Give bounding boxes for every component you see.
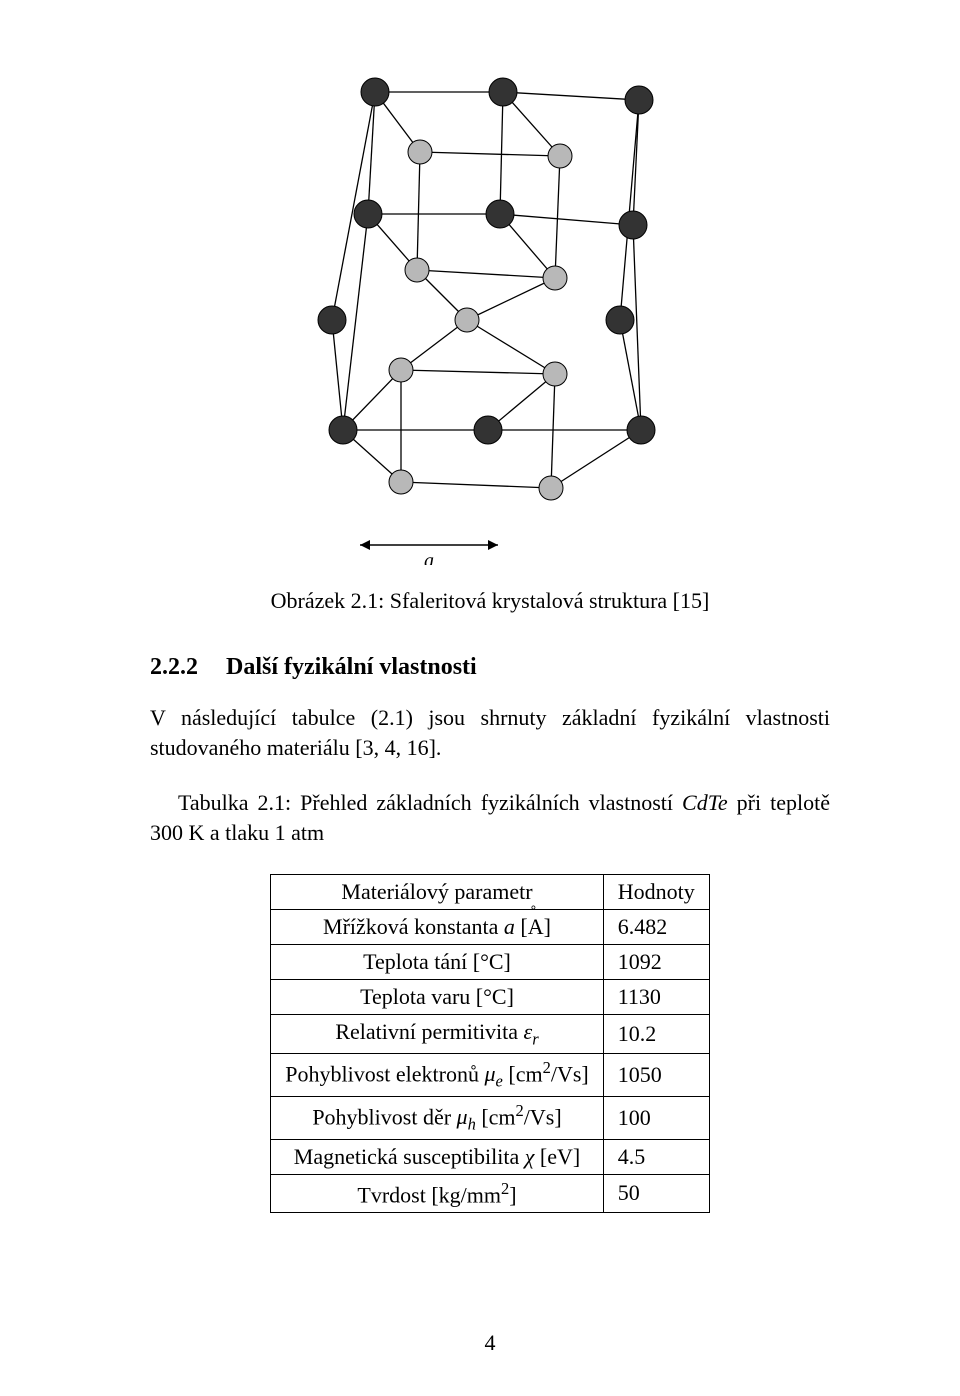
table-row: Relativní permitivita εr 10.2 [271, 1014, 709, 1053]
page-number: 4 [150, 1330, 830, 1356]
section-number: 2.2.2 [150, 654, 198, 680]
param-cell: Tvrdost [kg/mm2] [271, 1174, 603, 1212]
value-cell: 10.2 [603, 1014, 709, 1053]
paragraph-intro: V následující tabulce (2.1) jsou shrnuty… [150, 703, 830, 762]
figure-caption: Obrázek 2.1: Sfaleritová krystalová stru… [150, 588, 830, 614]
value-cell: 1092 [603, 944, 709, 979]
table-row: Mřížková konstanta a [A] 6.482 [271, 909, 709, 944]
value-cell: 100 [603, 1096, 709, 1139]
param-cell: Pohyblivost děr μh [cm2/Vs] [271, 1096, 603, 1139]
table-row: Teplota tání [°C] 1092 [271, 944, 709, 979]
table-row: Pohyblivost děr μh [cm2/Vs] 100 [271, 1096, 709, 1139]
table-caption-material: CdTe [682, 790, 728, 815]
param-cell: Pohyblivost elektronů μe [cm2/Vs] [271, 1054, 603, 1097]
param-cell: Magnetická susceptibilita χ [eV] [271, 1139, 603, 1174]
svg-text:a: a [424, 550, 434, 565]
section-heading: 2.2.2 Další fyzikální vlastnosti [150, 654, 830, 681]
param-cell: Teplota tání [°C] [271, 944, 603, 979]
table-2-1: Materiálový parametr Hodnoty Mřížková ko… [150, 874, 830, 1213]
value-cell: 1130 [603, 979, 709, 1014]
param-cell: Teplota varu [°C] [271, 979, 603, 1014]
table-caption-pre: Tabulka 2.1: Přehled základních fyzikáln… [178, 790, 682, 815]
value-cell: 6.482 [603, 909, 709, 944]
table-caption: Tabulka 2.1: Přehled základních fyzikáln… [150, 788, 830, 847]
table-header-row: Materiálový parametr Hodnoty [271, 874, 709, 909]
header-param: Materiálový parametr [271, 874, 603, 909]
table-row: Pohyblivost elektronů μe [cm2/Vs] 1050 [271, 1054, 709, 1097]
value-cell: 4.5 [603, 1139, 709, 1174]
figure-2-1: a [150, 0, 830, 570]
table-row: Teplota varu [°C] 1130 [271, 979, 709, 1014]
table-row: Tvrdost [kg/mm2] 50 [271, 1174, 709, 1212]
section-title: Další fyzikální vlastnosti [226, 654, 477, 680]
value-cell: 50 [603, 1174, 709, 1212]
param-cell: Relativní permitivita εr [271, 1014, 603, 1053]
param-cell: Mřížková konstanta a [A] [271, 909, 603, 944]
value-cell: 1050 [603, 1054, 709, 1097]
table-row: Magnetická susceptibilita χ [eV] 4.5 [271, 1139, 709, 1174]
header-value: Hodnoty [603, 874, 709, 909]
crystal-structure-diagram: a [305, 20, 675, 570]
